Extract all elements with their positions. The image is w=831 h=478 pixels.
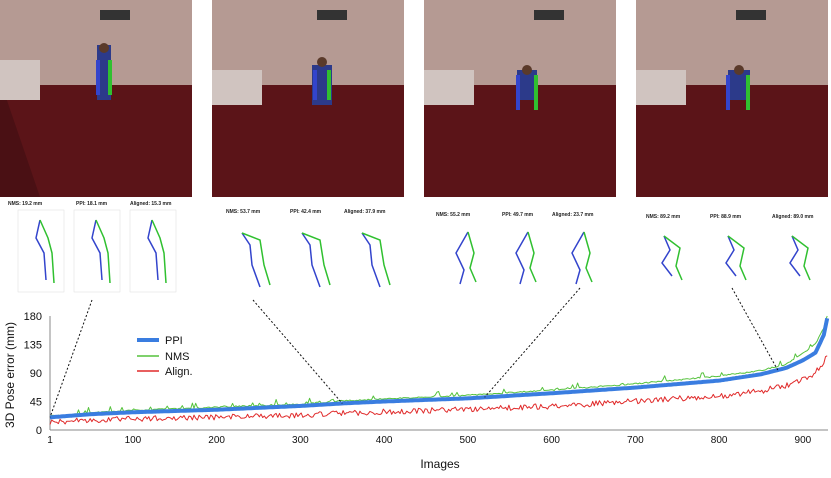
pose-title-aligned-1: Aligned: 15.3 mm	[130, 201, 172, 207]
pose-title-aligned-3: Aligned: 23.7 mm	[552, 212, 594, 218]
photo-frame-2	[212, 0, 404, 197]
skeleton-plots-3	[455, 231, 593, 285]
photo-frame-1	[0, 0, 192, 197]
y-tick-label: 0	[36, 425, 42, 437]
chart-legend: PPI NMS Align.	[137, 335, 193, 378]
y-tick-label: 45	[30, 397, 42, 409]
x-tick-label: 400	[376, 435, 393, 446]
skeleton-plots-2	[241, 232, 391, 288]
pose-title-nms-1: NMS: 19.2 mm	[8, 201, 43, 207]
pose-title-nms-3: NMS: 55.2 mm	[436, 212, 471, 218]
legend-label: Align.	[165, 366, 193, 378]
chart-series	[49, 315, 830, 425]
pose-title-aligned-4: Aligned: 89.0 mm	[772, 214, 814, 220]
x-tick-label: 500	[460, 435, 477, 446]
legend-label: PPI	[165, 335, 183, 347]
pose-title-ppi-3: PPI: 49.7 mm	[502, 212, 534, 218]
skeleton-plots-1	[17, 209, 177, 293]
pose-panel-1: NMS: 19.2 mm PPI: 18.1 mm Aligned: 15.3 …	[0, 198, 190, 300]
pose-title-ppi-2: PPI: 42.4 mm	[290, 209, 322, 215]
pose-panel-3: NMS: 55.2 mm PPI: 49.7 mm Aligned: 23.7 …	[424, 208, 620, 300]
photo-frame-3	[424, 0, 616, 197]
connector-line	[731, 287, 779, 371]
connector-line	[484, 287, 581, 398]
x-tick-label: 900	[795, 435, 812, 446]
y-axis-label: 3D Pose error (mm)	[3, 322, 17, 428]
y-tick-label: 135	[24, 340, 42, 352]
room-photo-1	[0, 0, 192, 197]
room-photo-4	[636, 0, 828, 197]
series-line-align	[49, 355, 828, 425]
series-line-ppi	[49, 317, 830, 420]
connector-line	[252, 299, 343, 404]
pose-title-nms-2: NMS: 53.7 mm	[226, 209, 261, 215]
pose-panel-4: NMS: 89.2 mm PPI: 88.9 mm Aligned: 89.0 …	[624, 208, 831, 300]
series-line-nms	[49, 315, 828, 417]
x-tick-label: 300	[292, 435, 309, 446]
y-tick-label: 180	[24, 311, 42, 323]
room-photo-2	[212, 0, 404, 197]
pose-title-aligned-2: Aligned: 37.9 mm	[344, 209, 386, 215]
pose-panel-2: NMS: 53.7 mm PPI: 42.4 mm Aligned: 37.9 …	[212, 205, 412, 300]
room-photo-3	[424, 0, 616, 197]
chart-axes: 1 100 200 300 400 500 600 700 800 900 0 45 90 135 180	[24, 311, 828, 446]
legend-label: NMS	[165, 351, 189, 363]
x-tick-label: 600	[543, 435, 560, 446]
photo-frame-4	[636, 0, 828, 197]
chart-connectors	[49, 287, 779, 418]
x-tick-label: 200	[208, 435, 225, 446]
connector-line	[49, 299, 93, 418]
x-tick-label: 1	[47, 435, 53, 446]
y-tick-label: 90	[30, 368, 42, 380]
x-axis-label: Images	[420, 457, 459, 471]
x-tick-label: 100	[125, 435, 142, 446]
x-tick-label: 800	[711, 435, 728, 446]
pose-title-nms-4: NMS: 89.2 mm	[646, 214, 681, 220]
pose-title-ppi-4: PPI: 88.9 mm	[710, 214, 742, 220]
pose-title-ppi-1: PPI: 18.1 mm	[76, 201, 108, 207]
skeleton-plots-4	[661, 235, 811, 281]
x-tick-label: 700	[627, 435, 644, 446]
